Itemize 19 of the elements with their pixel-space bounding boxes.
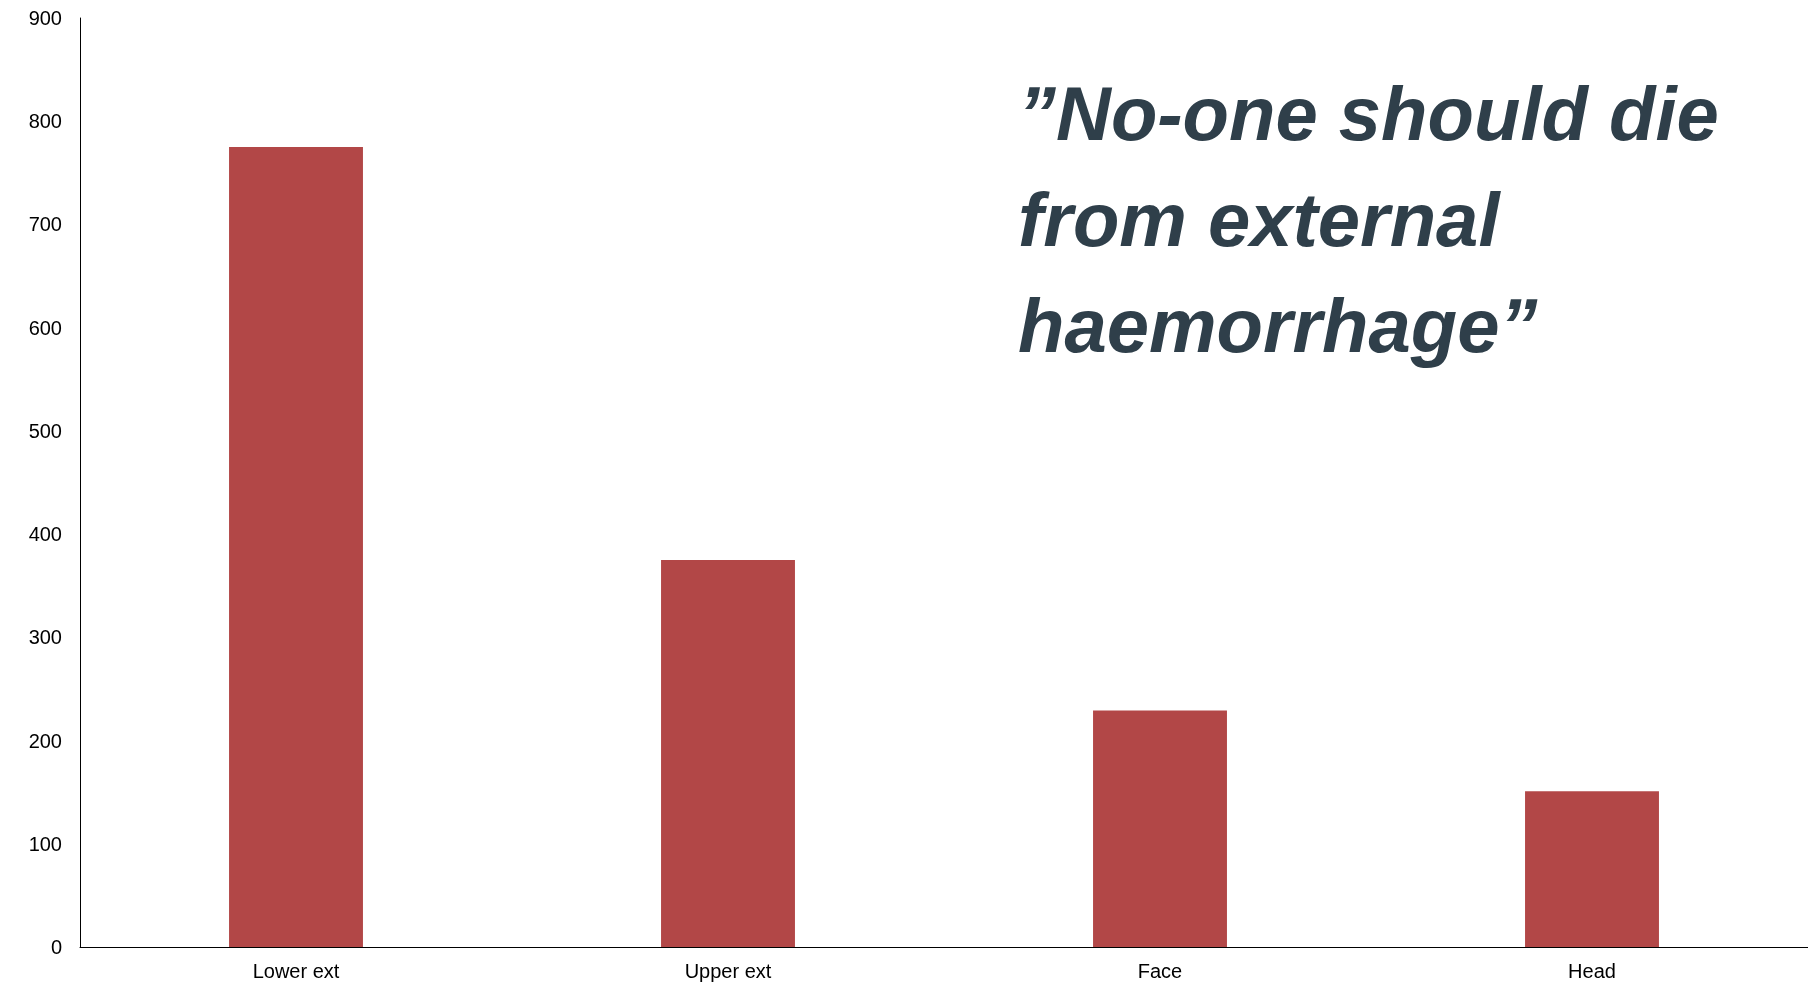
bar <box>661 559 795 947</box>
y-tick-label: 600 <box>28 316 62 339</box>
bar <box>1093 710 1227 947</box>
x-tick-label: Face <box>1137 960 1183 982</box>
y-tick-label: 100 <box>28 832 62 855</box>
y-tick-label: 500 <box>28 419 62 442</box>
y-tick-label: 800 <box>28 110 62 133</box>
y-tick-label: 300 <box>28 626 62 649</box>
x-tick-label: Upper ext <box>684 960 772 982</box>
bar <box>1525 791 1659 947</box>
annotation: ”No-one should die from external haemorrhage” <box>1018 70 1740 368</box>
y-tick-label: 400 <box>28 523 62 546</box>
y-tick-label: 700 <box>28 213 62 236</box>
bar <box>229 147 363 947</box>
y-tick-label: 0 <box>50 936 62 958</box>
x-tick-label: Lower ext <box>252 960 340 982</box>
y-tick-label: 200 <box>28 729 62 752</box>
y-tick-label: 900 <box>28 7 62 29</box>
x-tick-label: Head <box>1568 960 1616 982</box>
